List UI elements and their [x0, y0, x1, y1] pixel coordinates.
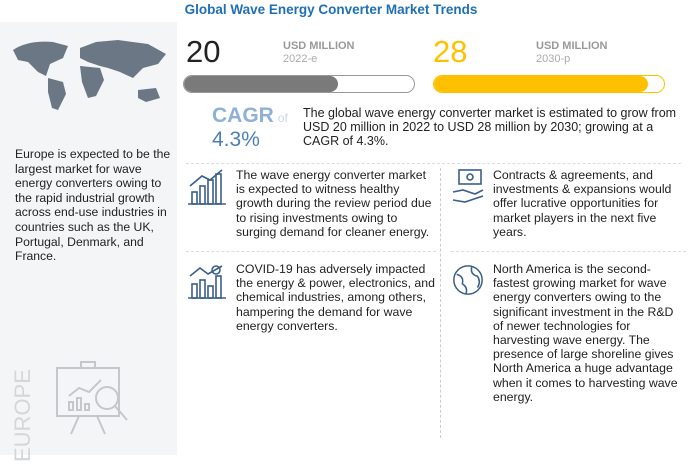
cagr-block: CAGR of 4.3%	[212, 104, 298, 152]
unit-2022: USD MILLION	[283, 40, 355, 52]
value-2022: 20	[186, 34, 221, 69]
insights-right-column: Contracts & agreements, and investments …	[451, 168, 686, 404]
europe-description: Europe is expected to be the largest mar…	[15, 147, 171, 264]
analytics-board-icon	[56, 361, 128, 435]
cagr-value: 4.3%	[212, 128, 260, 151]
progress-fill-2030	[434, 76, 648, 92]
world-map-icon	[13, 40, 166, 110]
insights-left-column: The wave energy converter market is expe…	[186, 168, 436, 333]
year-2030: 2030-p	[536, 53, 571, 65]
divider	[440, 168, 441, 438]
cagr-label: CAGR	[212, 104, 274, 127]
growth-chart-icon	[188, 169, 226, 205]
progress-fill-2022	[184, 76, 339, 92]
value-2030: 28	[433, 34, 468, 69]
left-panel: Europe is expected to be the largest mar…	[0, 22, 177, 462]
money-hand-icon	[452, 169, 484, 203]
insight-text: COVID-19 has adversely impacted the ener…	[236, 262, 435, 333]
insight-text: Contracts & agreements, and investments …	[493, 168, 672, 239]
globe-icon	[453, 265, 483, 295]
insight-item: The wave energy converter market is expe…	[186, 168, 436, 239]
insight-item: North America is the second-fastest grow…	[451, 251, 686, 404]
insight-text: The wave energy converter market is expe…	[236, 168, 432, 239]
progress-bar-2030	[433, 75, 665, 93]
insight-item: COVID-19 has adversely impacted the ener…	[186, 251, 436, 333]
page-title: Global Wave Energy Converter Market Tren…	[184, 2, 478, 17]
region-label: EUROPE	[10, 369, 35, 462]
year-2022: 2022-e	[283, 53, 318, 65]
cagr-of: of	[277, 111, 288, 125]
unit-2030: USD MILLION	[536, 40, 608, 52]
progress-bar-2022	[183, 75, 415, 93]
declining-chart-icon	[188, 265, 226, 299]
insight-item: Contracts & agreements, and investments …	[451, 168, 686, 239]
insight-text: North America is the second-fastest grow…	[493, 262, 678, 404]
divider	[186, 163, 681, 164]
market-summary: The global wave energy converter market …	[303, 106, 677, 148]
